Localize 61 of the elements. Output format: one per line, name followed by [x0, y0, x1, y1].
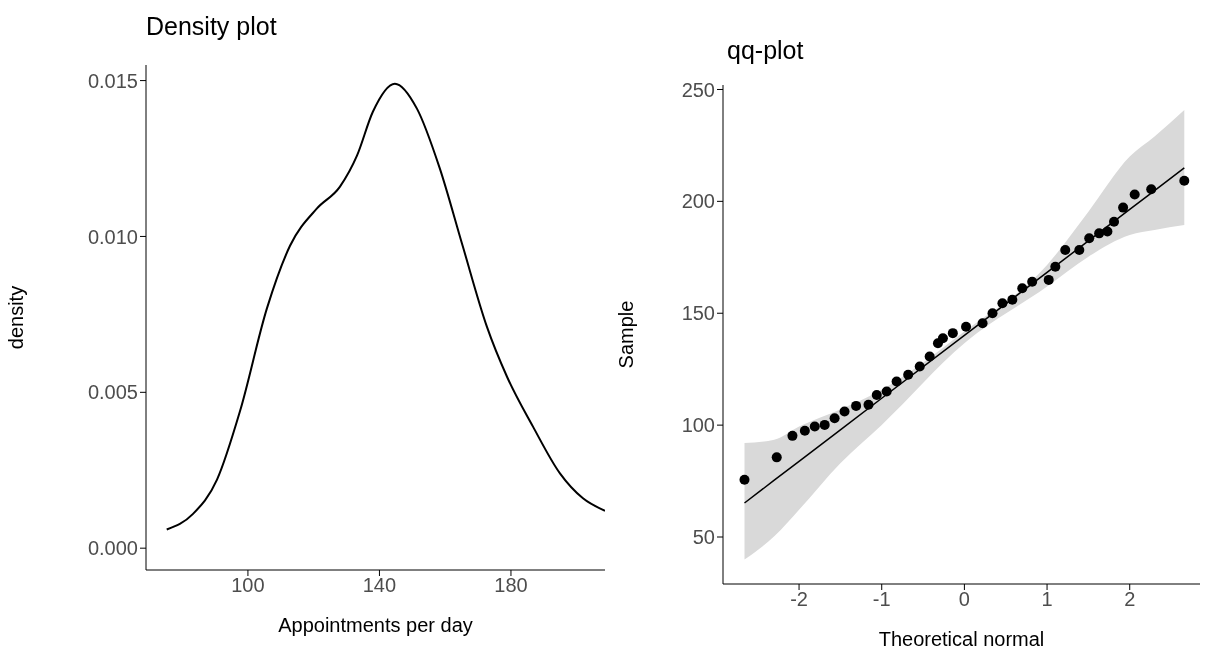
chart-title: qq-plot [727, 36, 804, 65]
y-axis-title: density [5, 285, 28, 350]
point [1118, 202, 1129, 213]
point [839, 406, 850, 417]
point [977, 318, 988, 329]
x-tick-label: 0 [958, 588, 970, 611]
x-tick-label: -1 [872, 588, 891, 611]
x-tick-label: 180 [494, 574, 528, 597]
y-tick-label: 250 [681, 78, 715, 101]
y-tick-label: 0.000 [87, 537, 138, 560]
point [739, 474, 750, 485]
point [787, 430, 798, 441]
point [997, 298, 1008, 309]
point [771, 452, 782, 463]
point [987, 308, 998, 319]
line-series [743, 167, 1186, 504]
y-axis-title: Sample [615, 300, 638, 369]
point [799, 425, 810, 436]
point [829, 413, 840, 424]
point [1129, 189, 1140, 200]
point [1102, 226, 1113, 237]
x-tick-label: 100 [231, 574, 265, 597]
point [871, 389, 882, 400]
x-tick-label: -2 [790, 588, 808, 611]
point [924, 351, 935, 362]
y-tick-label: 100 [681, 414, 715, 437]
point [1050, 261, 1061, 272]
x-axis-title: Appointments per day [278, 614, 473, 636]
point [1146, 184, 1157, 195]
point [1109, 216, 1120, 227]
point [1060, 244, 1071, 255]
x-tick-label: 2 [1124, 588, 1136, 611]
point [1027, 276, 1038, 287]
point [809, 421, 820, 432]
point [1084, 233, 1095, 244]
y-tick-label: 150 [681, 302, 715, 325]
point [819, 419, 830, 430]
point [1074, 244, 1085, 255]
y-tick-label: 0.015 [87, 69, 138, 92]
point [914, 361, 925, 372]
point [881, 386, 892, 397]
point [961, 321, 972, 332]
point [947, 328, 958, 339]
point [1017, 283, 1028, 294]
y-tick-label: 0.010 [87, 225, 138, 248]
x-tick-label: 1 [1041, 588, 1053, 611]
point [1007, 294, 1018, 305]
x-tick-label: 140 [362, 574, 397, 597]
x-axis-title: Theoretical normal [878, 628, 1045, 650]
point [891, 376, 902, 387]
point [937, 333, 948, 344]
y-tick-label: 200 [681, 190, 715, 213]
point [863, 399, 874, 410]
point [1179, 175, 1190, 186]
y-tick-label: 0.005 [87, 381, 138, 404]
point [851, 400, 862, 411]
point [903, 369, 914, 380]
point [1043, 274, 1054, 285]
chart-title: Density plot [146, 12, 277, 41]
y-tick-label: 50 [692, 526, 715, 549]
point [1094, 228, 1105, 239]
